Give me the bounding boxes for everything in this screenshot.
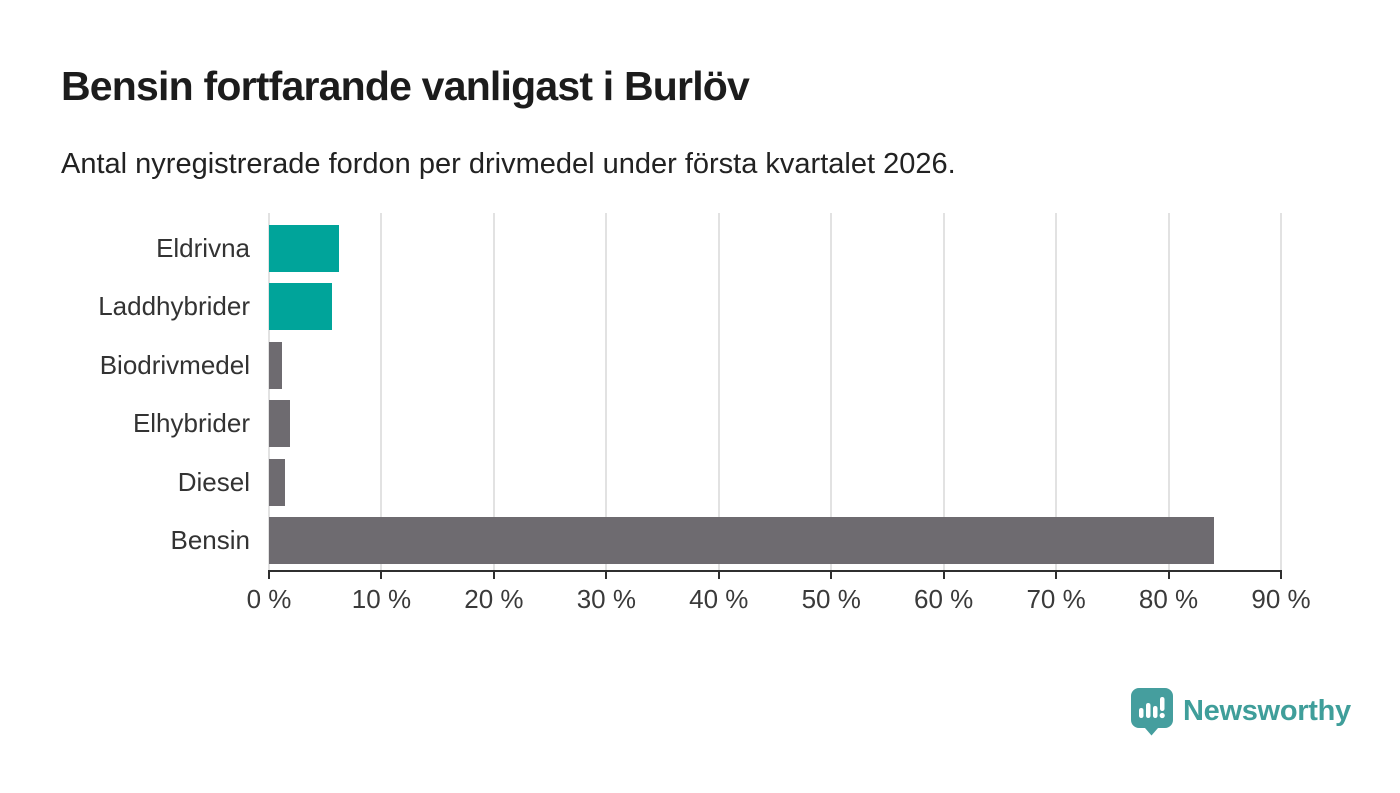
bar-bensin xyxy=(269,517,1214,565)
bar-biodrivmedel xyxy=(269,341,283,389)
category-label: Bensin xyxy=(170,525,251,556)
bar-diesel xyxy=(269,458,285,506)
bar-rows: Eldrivna Laddhybrider Biodrivmedel Elhybrid… xyxy=(98,219,1281,571)
x-tick-90 xyxy=(1280,570,1282,579)
gridline-40 xyxy=(717,213,720,570)
x-tick-label-60: 60 % xyxy=(914,584,974,614)
x-tick-70 xyxy=(1055,570,1058,579)
x-tick-label-30: 30 % xyxy=(576,584,636,614)
category-label: Laddhybrider xyxy=(98,291,250,322)
gridline-70 xyxy=(1055,213,1058,570)
x-tick-10 xyxy=(380,570,383,579)
gridline-0 xyxy=(268,213,270,570)
x-tick-label-40: 40 % xyxy=(689,584,749,614)
brand-name-label: Newsworthy xyxy=(1183,695,1351,727)
bar-chart-plot-area: Eldrivna Laddhybrider Biodrivmedel Elhybrid… xyxy=(98,213,1311,614)
gridline-30 xyxy=(605,213,608,570)
x-tick-label-80: 80 % xyxy=(1138,584,1199,614)
bar-eldrivna xyxy=(269,224,339,272)
x-tick-50 xyxy=(830,570,833,579)
x-tick-60 xyxy=(942,570,945,579)
newsworthy-pin-chart-icon xyxy=(1131,688,1173,736)
bar-laddhybrider xyxy=(269,283,332,331)
bar-row-eldrivna: Eldrivna xyxy=(156,219,1281,278)
x-tick-label-70: 70 % xyxy=(1026,584,1086,614)
gridline-50 xyxy=(830,213,833,570)
chart-subtitle: Antal nyregistrerade fordon per drivmede… xyxy=(61,148,956,180)
bar-row-biodrivmedel: Biodrivmedel xyxy=(100,336,1281,395)
gridline-10 xyxy=(380,213,383,570)
x-tick-0 xyxy=(268,570,270,579)
gridline-60 xyxy=(942,213,945,570)
chart-title: Bensin fortfarande vanligast i Burlöv xyxy=(61,63,750,109)
x-tick-label-20: 20 % xyxy=(464,584,524,614)
bar-row-elhybrider: Elhybrider xyxy=(133,395,1281,454)
bar-row-diesel: Diesel xyxy=(178,453,1281,512)
bar-row-laddhybrider: Laddhybrider xyxy=(98,278,1281,337)
x-tick-label-90: 90 % xyxy=(1251,584,1311,614)
x-tick-20 xyxy=(492,570,495,579)
x-axis-line xyxy=(268,570,1282,572)
gridline-80 xyxy=(1167,213,1170,570)
x-tick-label-10: 10 % xyxy=(351,584,412,614)
newsworthy-brand: Newsworthy xyxy=(1130,687,1351,736)
x-tick-80 xyxy=(1167,570,1170,579)
category-label: Diesel xyxy=(177,466,250,497)
gridline-90 xyxy=(1280,213,1282,570)
category-label: Eldrivna xyxy=(156,232,250,263)
x-tick-label-0: 0 % xyxy=(246,584,292,614)
gridline-20 xyxy=(492,213,495,570)
bar-elhybrider xyxy=(269,400,291,448)
x-tick-40 xyxy=(717,570,720,579)
x-tick-label-50: 50 % xyxy=(801,584,861,614)
bar-row-bensin: Bensin xyxy=(171,512,1281,571)
category-label: Elhybrider xyxy=(132,408,250,439)
category-label: Biodrivmedel xyxy=(99,349,250,380)
x-tick-30 xyxy=(605,570,608,579)
